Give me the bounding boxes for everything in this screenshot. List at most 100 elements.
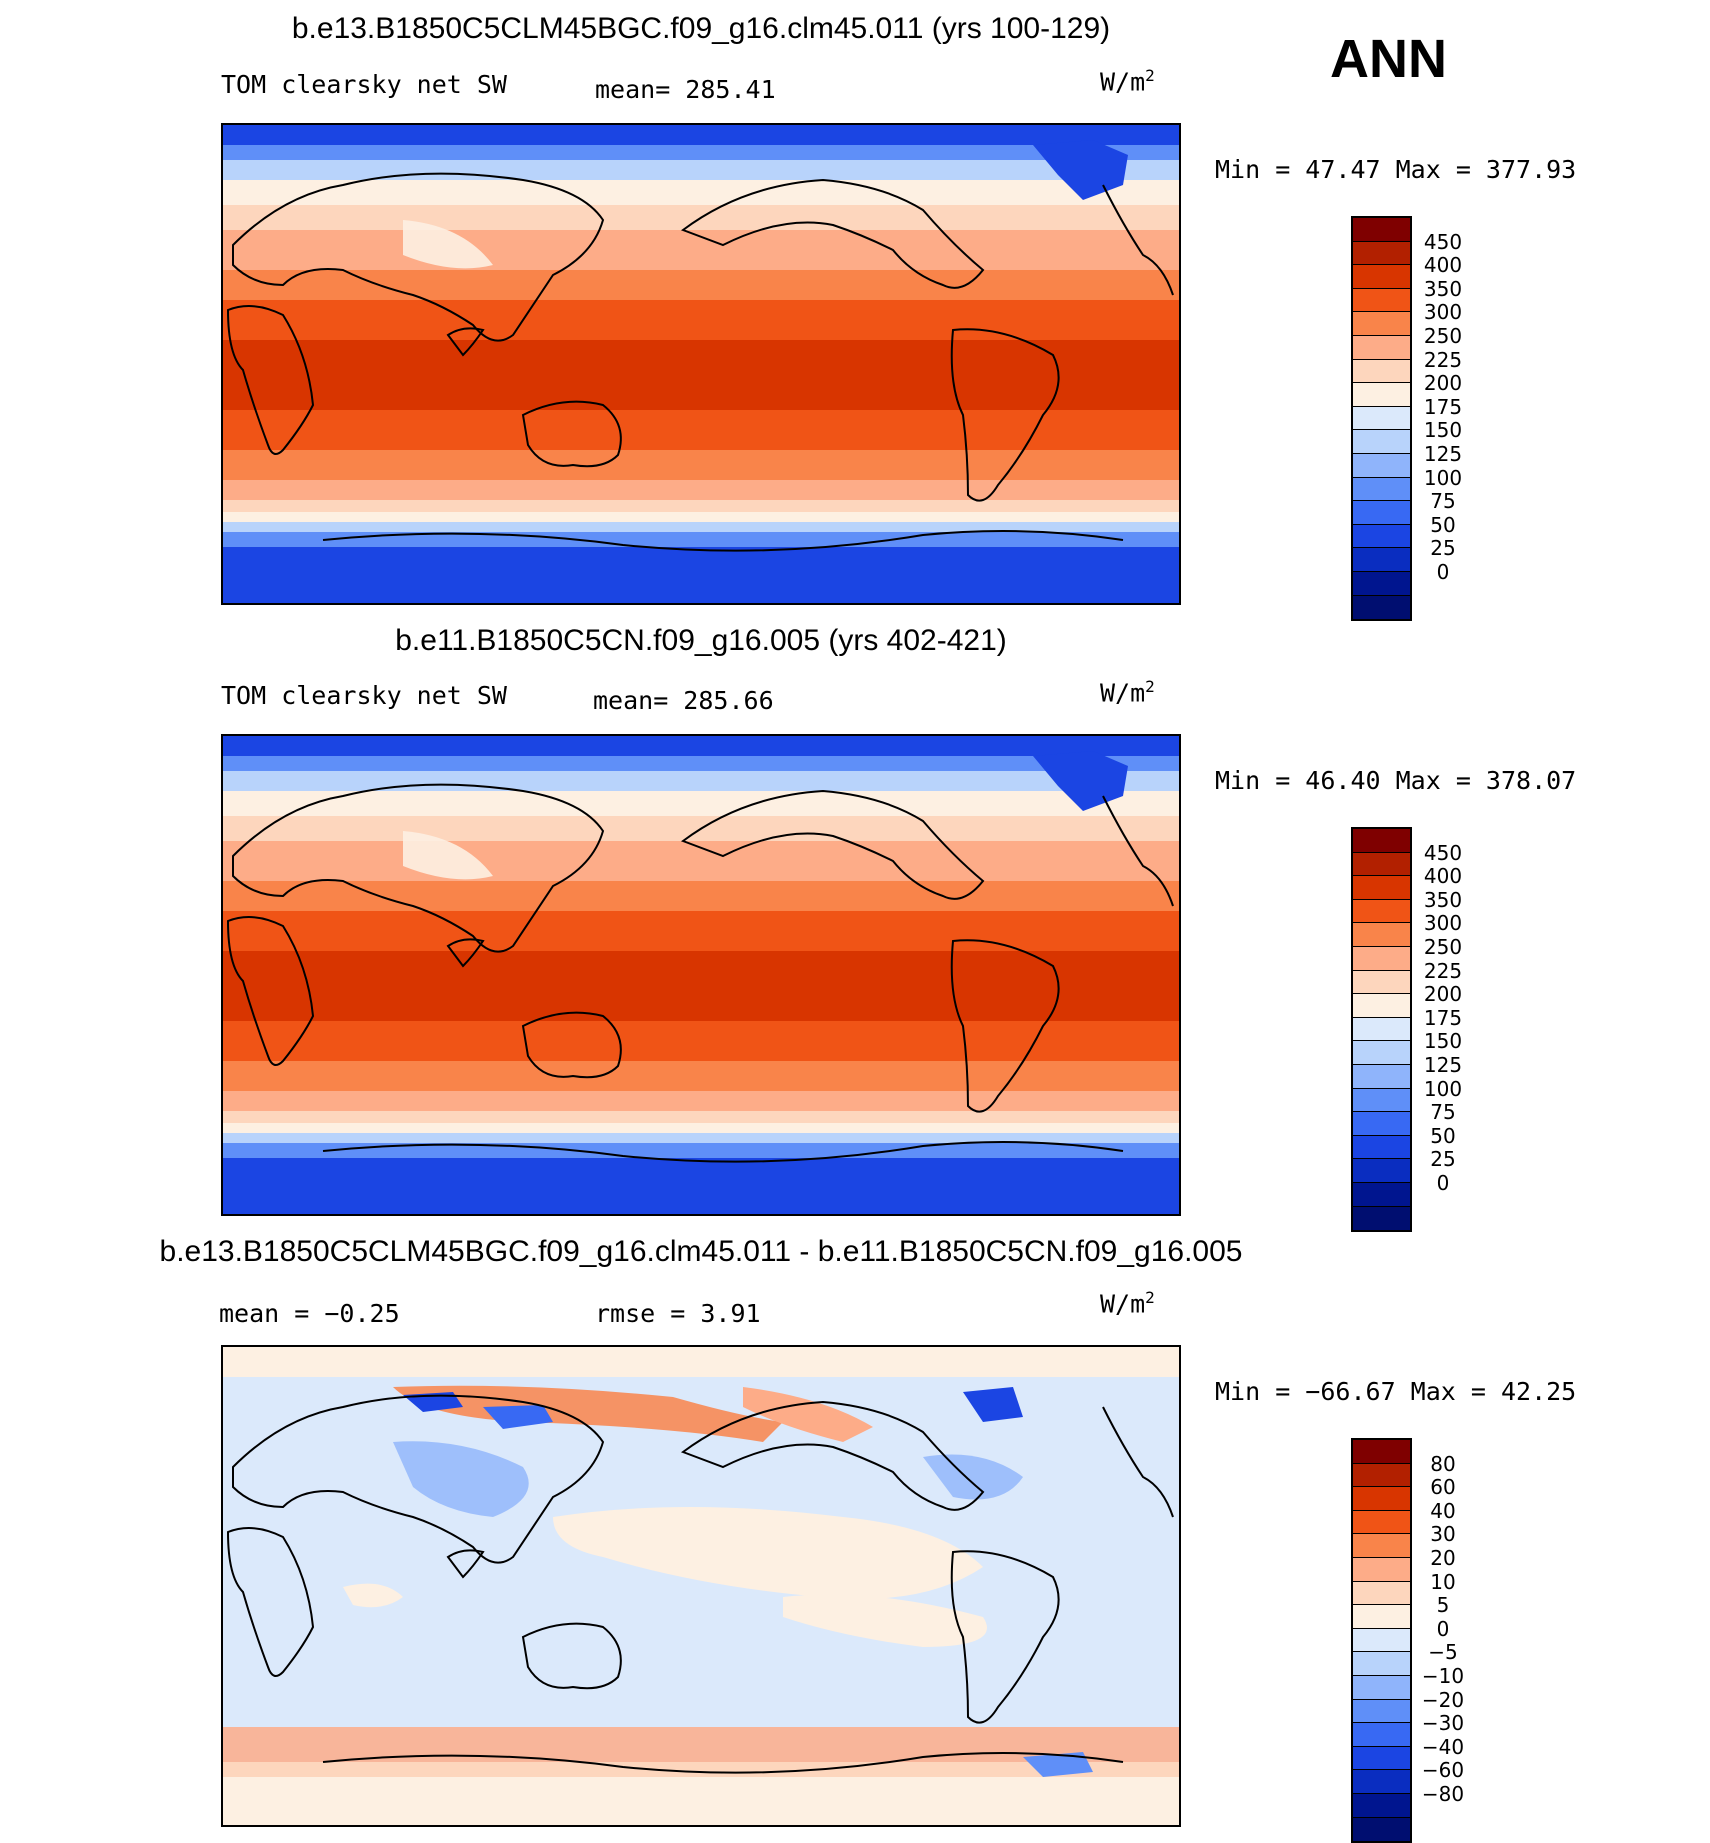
colorbar-swatch bbox=[1353, 430, 1410, 454]
colorbar-tick-label: −80 bbox=[1421, 1782, 1465, 1806]
colorbar-swatch bbox=[1353, 1628, 1410, 1653]
colorbar-tick-label: 450 bbox=[1423, 840, 1463, 865]
colorbar-swatch bbox=[1353, 829, 1410, 853]
colorbar-swatch bbox=[1353, 1723, 1410, 1747]
colorbar-swatch bbox=[1353, 1770, 1410, 1794]
colorbar-tick-label: 40 bbox=[1430, 1498, 1456, 1523]
colorbar-swatch bbox=[1353, 312, 1410, 336]
panel-1-mean-label: mean= 285.41 bbox=[595, 75, 776, 104]
colorbar-swatch bbox=[1353, 1793, 1410, 1818]
colorbar-swatch bbox=[1353, 1699, 1410, 1724]
panel-2-colorbar bbox=[1351, 827, 1412, 1233]
colorbar-tick-label: 5 bbox=[1436, 1593, 1450, 1618]
colorbar-swatch bbox=[1353, 1135, 1410, 1160]
panel-2-minmax: Min = 46.40 Max = 378.07 bbox=[1215, 766, 1577, 795]
panel-3-mean-label: mean = −0.25 bbox=[219, 1299, 400, 1328]
panel-1-title: b.e13.B1850C5CLM45BGC.f09_g16.clm45.011 … bbox=[291, 12, 1111, 45]
colorbar-swatch bbox=[1353, 1746, 1410, 1771]
colorbar-swatch bbox=[1353, 1534, 1410, 1558]
season-label: ANN bbox=[1330, 29, 1447, 89]
colorbar-swatch bbox=[1353, 383, 1410, 407]
colorbar-swatch bbox=[1353, 1817, 1410, 1842]
panel-3-title: b.e13.B1850C5CLM45BGC.f09_g16.clm45.011 … bbox=[159, 1235, 1243, 1268]
colorbar-swatch bbox=[1353, 335, 1410, 360]
colorbar-swatch bbox=[1353, 524, 1410, 549]
colorbar-tick-label: 75 bbox=[1430, 489, 1456, 514]
colorbar-tick-label: 225 bbox=[1423, 347, 1463, 372]
colorbar-tick-label: 400 bbox=[1423, 864, 1463, 889]
colorbar-tick-label: −40 bbox=[1421, 1734, 1465, 1759]
colorbar-tick-label: 20 bbox=[1430, 1546, 1456, 1570]
colorbar-swatch bbox=[1353, 501, 1410, 525]
colorbar-tick-label: 0 bbox=[1436, 1616, 1450, 1641]
colorbar-swatch bbox=[1353, 265, 1410, 289]
panel-3-colorbar-ticks: 80 60 40 30 20 10 5 0 −5 −10 −20 −30 −40 −60 −80 bbox=[1408, 1438, 1488, 1814]
colorbar-tick-label: 200 bbox=[1423, 982, 1463, 1007]
panel-2-variable-label: TOM clearsky net SW bbox=[221, 681, 507, 710]
colorbar-tick-label: −20 bbox=[1421, 1687, 1465, 1712]
colorbar-tick-label: 80 bbox=[1430, 1451, 1456, 1476]
colorbar-tick-label: 250 bbox=[1423, 324, 1463, 348]
colorbar-swatch bbox=[1353, 1652, 1410, 1676]
colorbar-swatch bbox=[1353, 1463, 1410, 1488]
colorbar-swatch bbox=[1353, 899, 1410, 924]
colorbar-swatch bbox=[1353, 994, 1410, 1018]
panel-3-units: W/m2 bbox=[1100, 1288, 1155, 1319]
colorbar-tick-label: 200 bbox=[1423, 371, 1463, 396]
colorbar-tick-label: 225 bbox=[1423, 958, 1463, 983]
colorbar-swatch bbox=[1353, 1675, 1410, 1700]
colorbar-swatch bbox=[1353, 1159, 1410, 1183]
colorbar-swatch bbox=[1353, 241, 1410, 266]
colorbar-swatch bbox=[1353, 1605, 1410, 1629]
colorbar-swatch bbox=[1353, 876, 1410, 900]
panel-1-variable-label: TOM clearsky net SW bbox=[221, 70, 507, 99]
colorbar-tick-label: 350 bbox=[1423, 276, 1463, 301]
panel-1-colorbar-ticks: 450 400 350 300 250 225 200 175 150 125 100 75 50 25 0 bbox=[1408, 216, 1488, 592]
colorbar-swatch bbox=[1353, 453, 1410, 478]
colorbar-swatch bbox=[1353, 571, 1410, 596]
colorbar-tick-label: 125 bbox=[1423, 1053, 1463, 1077]
colorbar-tick-label: −60 bbox=[1421, 1758, 1465, 1783]
colorbar-tick-label: 50 bbox=[1430, 1123, 1456, 1148]
colorbar-tick-label: 150 bbox=[1423, 418, 1463, 443]
panel-1-units: W/m2 bbox=[1100, 66, 1155, 97]
colorbar-swatch bbox=[1353, 1041, 1410, 1065]
colorbar-swatch bbox=[1353, 1112, 1410, 1136]
colorbar-swatch bbox=[1353, 923, 1410, 947]
colorbar-tick-label: 100 bbox=[1423, 1076, 1463, 1101]
panel-2-units: W/m2 bbox=[1100, 677, 1155, 708]
colorbar-swatch bbox=[1353, 1440, 1410, 1464]
panel-3-map-svg bbox=[223, 1347, 1179, 1825]
colorbar-swatch bbox=[1353, 1206, 1410, 1231]
colorbar-tick-label: 30 bbox=[1430, 1522, 1456, 1547]
colorbar-tick-label: −10 bbox=[1421, 1664, 1465, 1688]
colorbar-swatch bbox=[1353, 852, 1410, 877]
colorbar-tick-label: 250 bbox=[1423, 935, 1463, 959]
colorbar-tick-label: 450 bbox=[1423, 229, 1463, 254]
panel-3-colorbar bbox=[1351, 1438, 1412, 1843]
colorbar-tick-label: −5 bbox=[1428, 1640, 1458, 1665]
panel-3-map bbox=[221, 1345, 1181, 1827]
colorbar-tick-label: 150 bbox=[1423, 1029, 1463, 1054]
colorbar-swatch bbox=[1353, 477, 1410, 502]
colorbar-tick-label: 75 bbox=[1430, 1100, 1456, 1125]
colorbar-tick-label: 60 bbox=[1430, 1475, 1456, 1500]
colorbar-tick-label: 300 bbox=[1423, 300, 1463, 325]
colorbar-swatch bbox=[1353, 946, 1410, 971]
panel-1-map bbox=[221, 123, 1181, 605]
colorbar-swatch bbox=[1353, 970, 1410, 995]
colorbar-swatch bbox=[1353, 1510, 1410, 1535]
panel-2-map-svg bbox=[223, 736, 1179, 1214]
colorbar-tick-label: 100 bbox=[1423, 465, 1463, 490]
panel-2-title: b.e11.B1850C5CN.f09_g16.005 (yrs 402-421… bbox=[395, 624, 1007, 657]
colorbar-swatch bbox=[1353, 406, 1410, 431]
colorbar-tick-label: 0 bbox=[1436, 1171, 1450, 1195]
colorbar-tick-label: 175 bbox=[1423, 394, 1463, 419]
panel-2-map bbox=[221, 734, 1181, 1216]
colorbar-tick-label: 0 bbox=[1436, 560, 1450, 584]
colorbar-swatch bbox=[1353, 548, 1410, 572]
colorbar-tick-label: 10 bbox=[1430, 1569, 1456, 1594]
colorbar-swatch bbox=[1353, 288, 1410, 313]
colorbar-swatch bbox=[1353, 1557, 1410, 1582]
panel-1-minmax: Min = 47.47 Max = 377.93 bbox=[1215, 155, 1577, 184]
